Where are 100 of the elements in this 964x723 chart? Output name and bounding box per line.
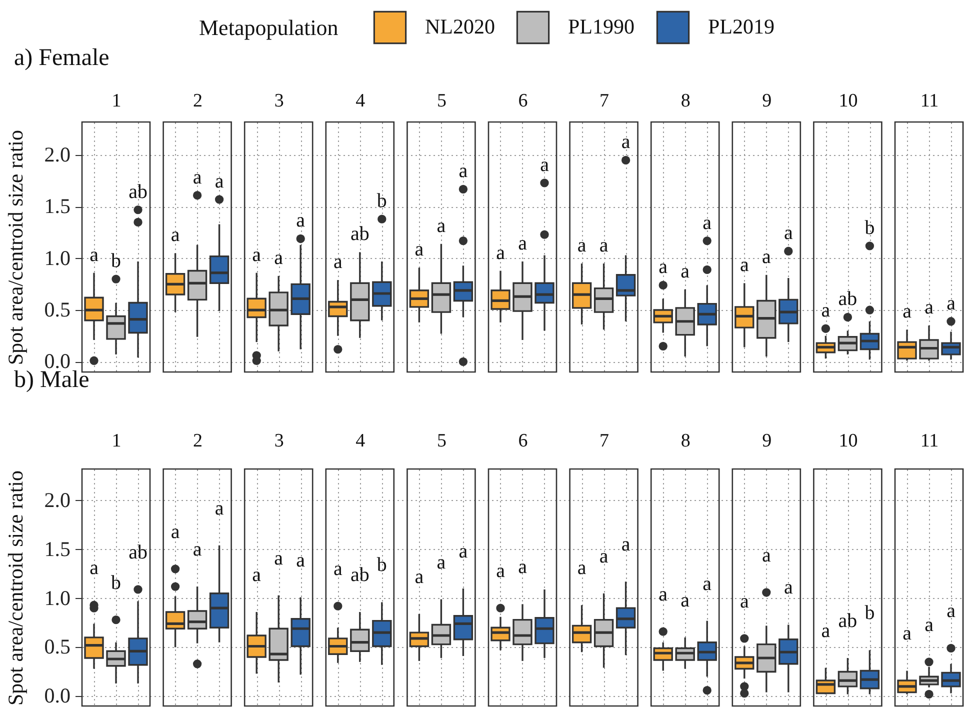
text: a: [90, 244, 98, 266]
text: a: [762, 246, 771, 268]
text: a: [518, 232, 527, 254]
text: a: [296, 549, 306, 572]
chart-title: b) Male: [14, 367, 90, 393]
x-tick-label: 8: [680, 430, 690, 452]
x-tick-label: 10: [838, 90, 858, 112]
text: a: [680, 589, 690, 612]
text: a: [924, 296, 934, 319]
text: ab: [838, 610, 858, 632]
text: a: [577, 557, 586, 580]
text: a: [902, 300, 912, 323]
text: b: [864, 216, 875, 239]
text: ab: [128, 541, 148, 564]
text: ab: [350, 564, 370, 586]
x-tick-label: 11: [920, 90, 939, 112]
y-tick-label: 0.5: [44, 634, 70, 659]
x-tick-label: 5: [436, 90, 446, 112]
y-axis-title: Spot area/centroid size ratio: [3, 130, 28, 365]
x-tick-label: 2: [193, 90, 203, 112]
text: a: [702, 212, 712, 234]
text: a: [436, 214, 446, 237]
text: a: [170, 520, 180, 543]
text: a: [458, 540, 468, 562]
x-tick-label: 3: [274, 90, 284, 112]
y-tick-label: 2.0: [44, 488, 70, 512]
x-tick-label: 7: [600, 430, 610, 452]
x-tick-label: 6: [518, 90, 528, 112]
x-tick-label: 2: [193, 430, 203, 452]
legend-title: Metapopulation: [199, 15, 338, 40]
x-tick-label: 8: [680, 90, 690, 112]
chart-title: a) Female: [14, 45, 110, 71]
text: a: [252, 564, 262, 586]
text: a: [924, 614, 934, 636]
text: ab: [350, 223, 370, 246]
y-tick-label: 1.0: [44, 586, 70, 610]
text: a: [436, 551, 446, 574]
text: a: [518, 556, 527, 578]
text: a: [621, 131, 630, 154]
text: a: [658, 584, 668, 606]
text: a: [784, 576, 793, 599]
x-tick-label: 1: [112, 430, 122, 452]
text: a: [702, 572, 712, 595]
text: a: [214, 497, 224, 520]
text: a: [621, 534, 630, 556]
text: a: [946, 600, 956, 622]
text: a: [496, 242, 505, 264]
text: a: [540, 154, 549, 176]
text: ab: [838, 288, 858, 310]
text: a: [496, 560, 505, 582]
text: b: [376, 190, 387, 212]
x-tick-label: 10: [838, 430, 858, 452]
x-tick-label: 4: [356, 430, 366, 452]
text: a: [333, 558, 342, 580]
x-tick-label: 3: [274, 430, 284, 452]
text: a: [414, 566, 424, 588]
text: a: [214, 170, 224, 192]
x-tick-label: 5: [436, 430, 446, 452]
text: a: [192, 166, 202, 188]
text: a: [946, 292, 956, 314]
text: b: [111, 572, 121, 594]
text: a: [680, 260, 690, 282]
text: a: [740, 254, 749, 276]
y-tick-label: 0.5: [44, 298, 70, 322]
text: a: [274, 547, 284, 570]
text: a: [599, 545, 608, 568]
text: a: [414, 238, 424, 261]
legend-label: PL2019: [708, 14, 775, 38]
legend-label: PL1990: [568, 14, 635, 38]
y-tick-label: 0.0: [44, 684, 70, 708]
y-axis-title: Spot area/centroid size ratio: [3, 470, 28, 706]
text: b: [864, 602, 875, 624]
text: a: [784, 222, 793, 244]
text: a: [170, 224, 180, 246]
y-tick-label: 1.0: [44, 246, 70, 270]
text: b: [376, 554, 387, 576]
text: a: [599, 234, 608, 257]
x-tick-label: 9: [762, 430, 772, 452]
text: a: [577, 234, 586, 257]
text: a: [740, 590, 749, 612]
text: a: [458, 160, 468, 182]
text: a: [821, 300, 830, 322]
y-tick-label: 2.0: [44, 142, 70, 167]
x-tick-label: 7: [600, 90, 610, 112]
text: a: [821, 620, 830, 642]
y-tick-label: 1.5: [44, 536, 70, 561]
text: a: [762, 544, 771, 566]
text: a: [902, 622, 912, 645]
text: a: [90, 557, 98, 580]
legend-label: NL2020: [425, 14, 495, 38]
text: a: [192, 538, 202, 561]
x-tick-label: 6: [518, 430, 528, 452]
x-tick-label: 4: [356, 90, 366, 112]
text: ab: [128, 180, 148, 203]
y-tick-label: 1.5: [44, 194, 70, 218]
text: a: [333, 251, 342, 274]
text: a: [658, 256, 668, 278]
x-tick-label: 1: [112, 90, 122, 112]
text: a: [296, 210, 306, 232]
text: a: [252, 244, 262, 266]
